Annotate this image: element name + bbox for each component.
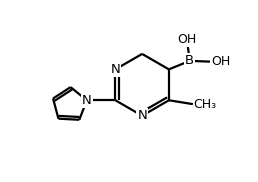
Text: B: B (185, 54, 194, 67)
Text: OH: OH (211, 55, 231, 68)
Text: N: N (137, 109, 147, 122)
Text: CH₃: CH₃ (194, 98, 217, 111)
Text: N: N (82, 94, 92, 107)
Text: OH: OH (177, 33, 197, 46)
Text: N: N (110, 63, 120, 76)
